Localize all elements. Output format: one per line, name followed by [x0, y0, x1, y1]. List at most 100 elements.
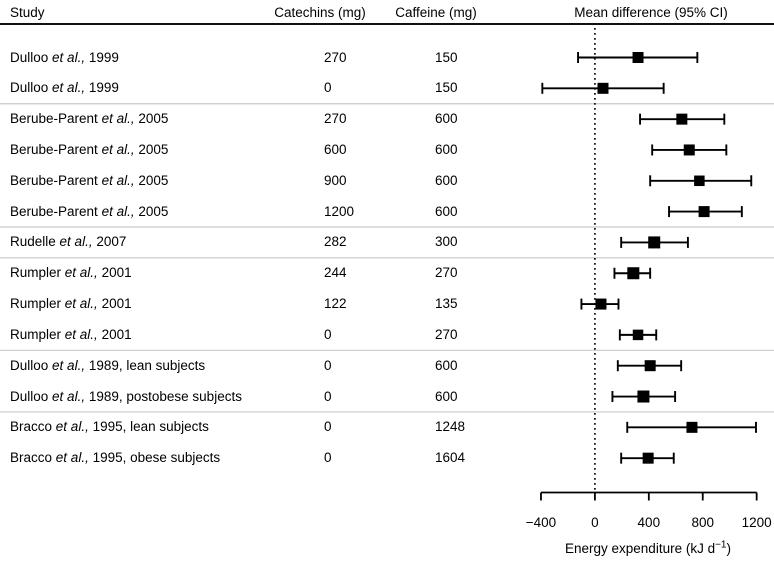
x-axis-tick-label: 1200	[742, 515, 772, 530]
study-name-cell: Berube-Parent et al., 2005	[10, 140, 168, 160]
mean-marker	[632, 329, 644, 341]
study-year-suffix: 2005	[138, 111, 169, 127]
et-al-label: et al.,	[59, 234, 93, 250]
study-year-suffix: 2005	[138, 203, 169, 219]
study-name-cell: Bracco et al., 1995, lean subjects	[10, 417, 209, 437]
study-year-suffix: 1999	[88, 49, 119, 65]
catechins-value-cell: 0	[324, 419, 332, 435]
et-al-label: et al.,	[101, 203, 135, 219]
x-axis-title-close: )	[726, 541, 732, 556]
caffeine-value-cell: 600	[435, 141, 458, 157]
study-year-suffix: 1995, obese subjects	[92, 450, 221, 466]
catechins-value-cell: 282	[324, 234, 347, 250]
table-row: Bracco et al., 1995, lean subjects 0 1248	[0, 417, 774, 437]
mean-marker	[676, 113, 688, 125]
study-author: Dulloo	[10, 49, 49, 65]
et-al-label: et al.,	[101, 172, 135, 188]
caffeine-value-cell: 1604	[435, 450, 466, 466]
study-author: Berube-Parent	[10, 111, 98, 127]
study-year-suffix: 2007	[96, 234, 127, 250]
study-year-suffix: 2001	[101, 326, 132, 342]
catechins-value-cell: 270	[324, 111, 347, 127]
mean-marker	[597, 82, 609, 94]
caffeine-value-cell: 600	[435, 357, 458, 373]
study-author: Bracco	[10, 419, 53, 435]
study-year-suffix: 1989, lean subjects	[88, 357, 206, 373]
header-rule	[0, 23, 774, 25]
caffeine-value-cell: 150	[435, 80, 458, 96]
et-al-label: et al.,	[52, 49, 86, 65]
study-name-cell: Rudelle et al., 2007	[10, 232, 126, 252]
study-name-cell: Berube-Parent et al., 2005	[10, 171, 168, 191]
catechins-value-cell: 0	[324, 388, 332, 404]
study-author: Rudelle	[10, 234, 56, 250]
study-year-suffix: 2005	[138, 172, 169, 188]
caffeine-value-cell: 600	[435, 172, 458, 188]
et-al-label: et al.,	[101, 111, 135, 127]
mean-marker	[698, 206, 710, 218]
mean-marker	[686, 421, 698, 433]
table-row: Dulloo et al., 1999 270 150	[0, 48, 774, 68]
study-author: Rumpler	[10, 265, 62, 281]
study-author: Dulloo	[10, 388, 49, 404]
caffeine-value-cell: 150	[435, 49, 458, 65]
caffeine-value-cell: 270	[435, 265, 458, 281]
table-row: Bracco et al., 1995, obese subjects 0 1604	[0, 448, 774, 468]
et-al-label: et al.,	[101, 141, 135, 157]
study-name-cell: Dulloo et al., 1989, postobese subjects	[10, 387, 242, 407]
study-author: Dulloo	[10, 80, 49, 96]
caffeine-value-cell: 1248	[435, 419, 466, 435]
caffeine-value-cell: 270	[435, 326, 458, 342]
et-al-label: et al.,	[55, 419, 89, 435]
catechins-value-cell: 1200	[324, 203, 355, 219]
catechins-value-cell: 270	[324, 49, 347, 65]
study-author: Rumpler	[10, 326, 62, 342]
study-year-suffix: 2005	[138, 141, 169, 157]
et-al-label: et al.,	[52, 357, 86, 373]
study-year-suffix: 2001	[101, 265, 132, 281]
study-year-suffix: 2001	[101, 296, 132, 312]
study-author: Berube-Parent	[10, 141, 98, 157]
x-axis-tick-label: 0	[591, 515, 599, 530]
mean-marker	[637, 390, 650, 403]
study-year-suffix: 1989, postobese subjects	[88, 388, 242, 404]
et-al-label: et al.,	[55, 450, 89, 466]
table-row: Berube-Parent et al., 2005 600 600	[0, 140, 774, 160]
table-row: Berube-Parent et al., 2005 270 600	[0, 109, 774, 129]
study-name-cell: Dulloo et al., 1999	[10, 78, 119, 98]
study-name-cell: Rumpler et al., 2001	[10, 325, 132, 345]
column-header-catechins: Catechins (mg)	[274, 5, 366, 20]
mean-marker	[644, 360, 656, 372]
study-name-cell: Dulloo et al., 1999	[10, 48, 119, 68]
study-author: Berube-Parent	[10, 172, 98, 188]
caffeine-value-cell: 600	[435, 203, 458, 219]
study-name-cell: Berube-Parent et al., 2005	[10, 202, 168, 222]
et-al-label: et al.,	[64, 296, 98, 312]
table-row: Rumpler et al., 2001 0 270	[0, 325, 774, 345]
table-row: Berube-Parent et al., 2005 1200 600	[0, 202, 774, 222]
table-row: Berube-Parent et al., 2005 900 600	[0, 171, 774, 191]
catechins-value-cell: 0	[324, 450, 332, 466]
mean-marker	[595, 298, 607, 310]
column-header-caffeine: Caffeine (mg)	[395, 5, 477, 20]
table-row: Rudelle et al., 2007 282 300	[0, 232, 774, 252]
study-year-suffix: 1999	[88, 80, 119, 96]
study-name-cell: Bracco et al., 1995, obese subjects	[10, 448, 220, 468]
catechins-value-cell: 244	[324, 265, 347, 281]
study-author: Berube-Parent	[10, 203, 98, 219]
catechins-value-cell: 0	[324, 80, 332, 96]
caffeine-value-cell: 600	[435, 111, 458, 127]
column-header-mean-difference: Mean difference (95% CI)	[574, 5, 728, 20]
column-header-study: Study	[10, 5, 45, 20]
catechins-value-cell: 0	[324, 326, 332, 342]
study-author: Rumpler	[10, 296, 62, 312]
et-al-label: et al.,	[52, 80, 86, 96]
et-al-label: et al.,	[64, 326, 98, 342]
mean-marker	[683, 144, 695, 156]
table-row: Rumpler et al., 2001 244 270	[0, 263, 774, 283]
mean-marker	[627, 267, 640, 280]
catechins-value-cell: 122	[324, 296, 347, 312]
et-al-label: et al.,	[64, 265, 98, 281]
x-axis-tick-label: 800	[691, 515, 714, 530]
